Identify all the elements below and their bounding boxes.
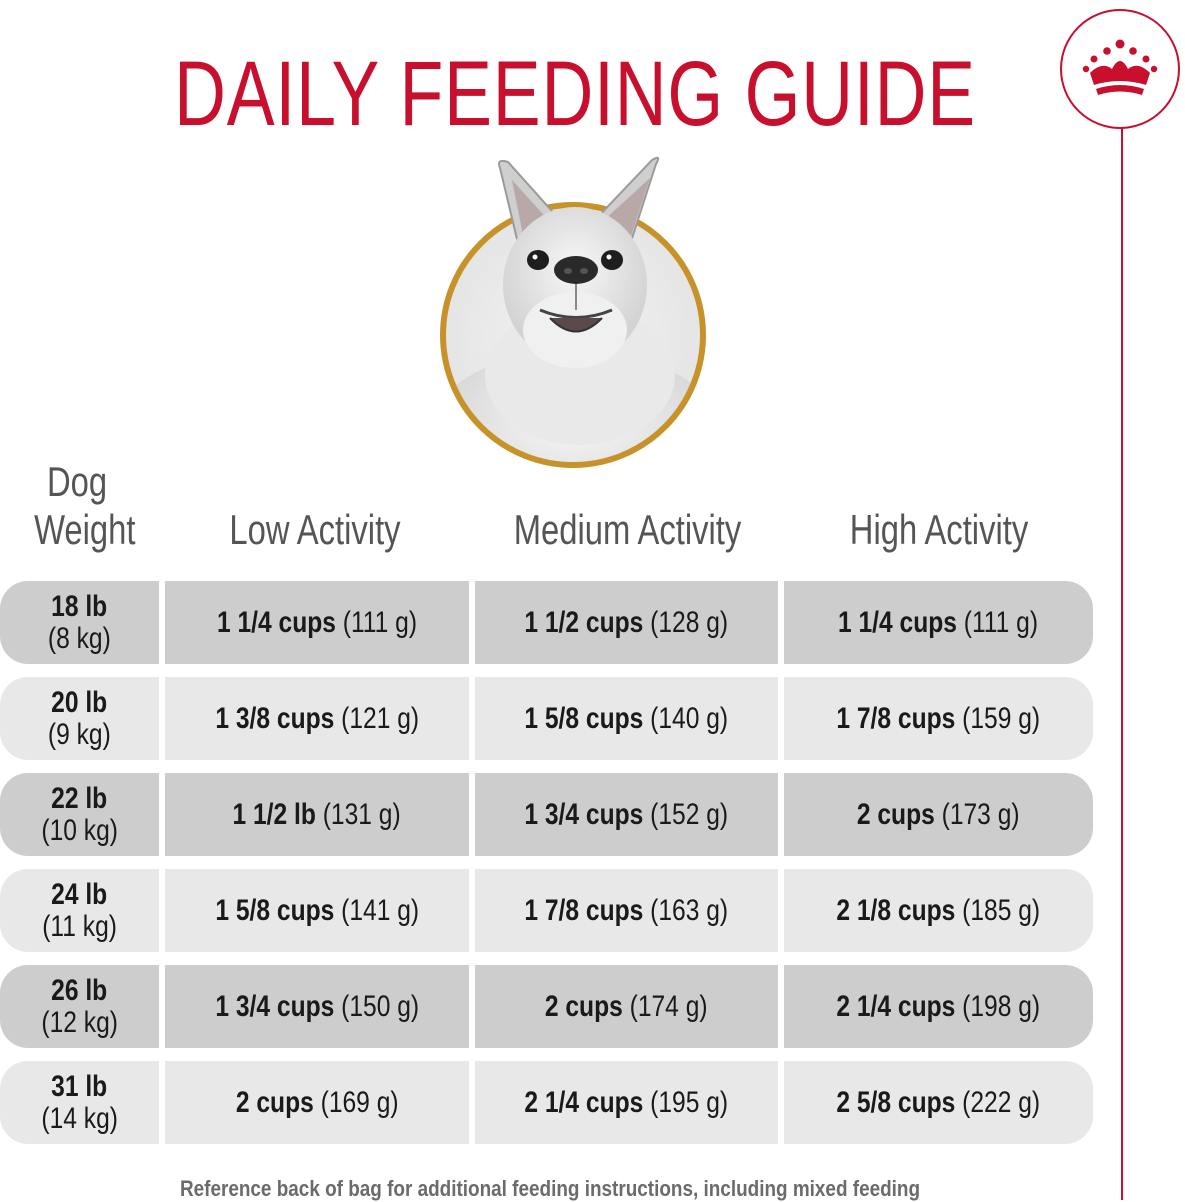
- header-medium-activity: Medium Activity: [513, 506, 742, 553]
- footnote: Reference back of bag for additional fee…: [179, 1176, 921, 1201]
- portion-grams: (111 g): [957, 605, 1039, 639]
- weight-kg: (12 kg): [41, 1005, 118, 1039]
- high-activity-cell: 2 5/8 cups (222 g): [784, 1061, 1093, 1144]
- medium-activity-cell: 1 3/4 cups (152 g): [475, 773, 778, 856]
- portion-grams: (121 g): [334, 701, 419, 735]
- header-high-activity: High Activity: [849, 506, 1029, 553]
- low-activity-cell: 1 3/8 cups (121 g): [165, 677, 469, 760]
- weight-lb: 18 lb: [51, 589, 108, 623]
- french-bulldog-image: [440, 156, 706, 468]
- portion-grams: (198 g): [955, 989, 1041, 1023]
- portion-amount: 1 3/4 cups: [215, 989, 335, 1023]
- crown-icon: [1082, 39, 1158, 95]
- high-activity-cell: 1 7/8 cups (159 g): [784, 677, 1093, 760]
- portion-amount: 1 5/8 cups: [215, 893, 335, 927]
- portion-grams: (150 g): [334, 989, 419, 1023]
- portion-amount: 2 cups: [235, 1085, 314, 1119]
- low-activity-cell: 1 1/2 lb (131 g): [165, 773, 469, 856]
- brand-logo: [1060, 9, 1180, 129]
- portion-grams: (131 g): [316, 797, 402, 831]
- portion-amount: 1 1/2 lb: [232, 797, 317, 831]
- portion-grams: (141 g): [334, 893, 419, 927]
- portion-amount: 1 3/8 cups: [215, 701, 335, 735]
- portion-grams: (111 g): [335, 605, 418, 639]
- portion-amount: 2 1/4 cups: [836, 989, 956, 1023]
- low-activity-cell: 1 3/4 cups (150 g): [165, 965, 469, 1048]
- weight-cell: 18 lb (8 kg): [0, 581, 159, 664]
- high-activity-cell: 1 1/4 cups (111 g): [784, 581, 1093, 664]
- portion-amount: 1 5/8 cups: [524, 701, 644, 735]
- medium-activity-cell: 2 cups (174 g): [475, 965, 778, 1048]
- weight-kg: (14 kg): [41, 1101, 118, 1135]
- portion-grams: (152 g): [643, 797, 729, 831]
- low-activity-cell: 2 cups (169 g): [165, 1061, 469, 1144]
- portion-amount: 1 3/4 cups: [524, 797, 644, 831]
- weight-lb: 20 lb: [51, 685, 108, 719]
- medium-activity-cell: 2 1/4 cups (195 g): [475, 1061, 778, 1144]
- weight-kg: (11 kg): [42, 909, 117, 943]
- high-activity-cell: 2 1/8 cups (185 g): [784, 869, 1093, 952]
- portion-grams: (222 g): [955, 1085, 1041, 1119]
- weight-lb: 24 lb: [51, 877, 108, 911]
- portion-grams: (163 g): [643, 893, 729, 927]
- weight-lb: 22 lb: [51, 781, 108, 815]
- portion-amount: 2 1/4 cups: [524, 1085, 644, 1119]
- weight-lb: 26 lb: [51, 973, 108, 1007]
- portion-amount: 1 1/4 cups: [216, 605, 336, 639]
- brand-divider-line: [1121, 128, 1123, 1200]
- low-activity-cell: 1 5/8 cups (141 g): [165, 869, 469, 952]
- high-activity-cell: 2 1/4 cups (198 g): [784, 965, 1093, 1048]
- weight-cell: 20 lb (9 kg): [0, 677, 159, 760]
- header-low-activity: Low Activity: [229, 506, 401, 553]
- weight-lb: 31 lb: [51, 1069, 108, 1103]
- portion-grams: (169 g): [313, 1085, 399, 1119]
- portion-amount: 1 1/2 cups: [524, 605, 644, 639]
- portion-grams: (140 g): [643, 701, 729, 735]
- weight-cell: 24 lb (11 kg): [0, 869, 159, 952]
- portion-grams: (185 g): [955, 893, 1041, 927]
- dog-portrait: [430, 150, 730, 470]
- portion-amount: 1 7/8 cups: [524, 893, 644, 927]
- portion-grams: (195 g): [643, 1085, 729, 1119]
- portion-grams: (128 g): [643, 605, 729, 639]
- weight-kg: (10 kg): [41, 813, 118, 847]
- weight-cell: 31 lb (14 kg): [0, 1061, 159, 1144]
- portion-amount: 2 1/8 cups: [836, 893, 956, 927]
- weight-cell: 22 lb (10 kg): [0, 773, 159, 856]
- portion-amount: 1 1/4 cups: [838, 605, 958, 639]
- weight-kg: (9 kg): [48, 717, 111, 751]
- medium-activity-cell: 1 1/2 cups (128 g): [475, 581, 778, 664]
- portion-amount: 2 cups: [545, 989, 624, 1023]
- header-dog-weight: Dog Weight: [34, 458, 136, 553]
- weight-cell: 26 lb (12 kg): [0, 965, 159, 1048]
- portion-grams: (159 g): [955, 701, 1041, 735]
- portion-amount: 2 cups: [857, 797, 936, 831]
- low-activity-cell: 1 1/4 cups (111 g): [165, 581, 469, 664]
- weight-kg: (8 kg): [48, 621, 111, 655]
- portion-amount: 1 7/8 cups: [836, 701, 956, 735]
- portion-grams: (174 g): [623, 989, 708, 1023]
- medium-activity-cell: 1 5/8 cups (140 g): [475, 677, 778, 760]
- page-title: DAILY FEEDING GUIDE: [174, 43, 976, 145]
- portion-amount: 2 5/8 cups: [836, 1085, 956, 1119]
- medium-activity-cell: 1 7/8 cups (163 g): [475, 869, 778, 952]
- high-activity-cell: 2 cups (173 g): [784, 773, 1093, 856]
- portion-grams: (173 g): [935, 797, 1020, 831]
